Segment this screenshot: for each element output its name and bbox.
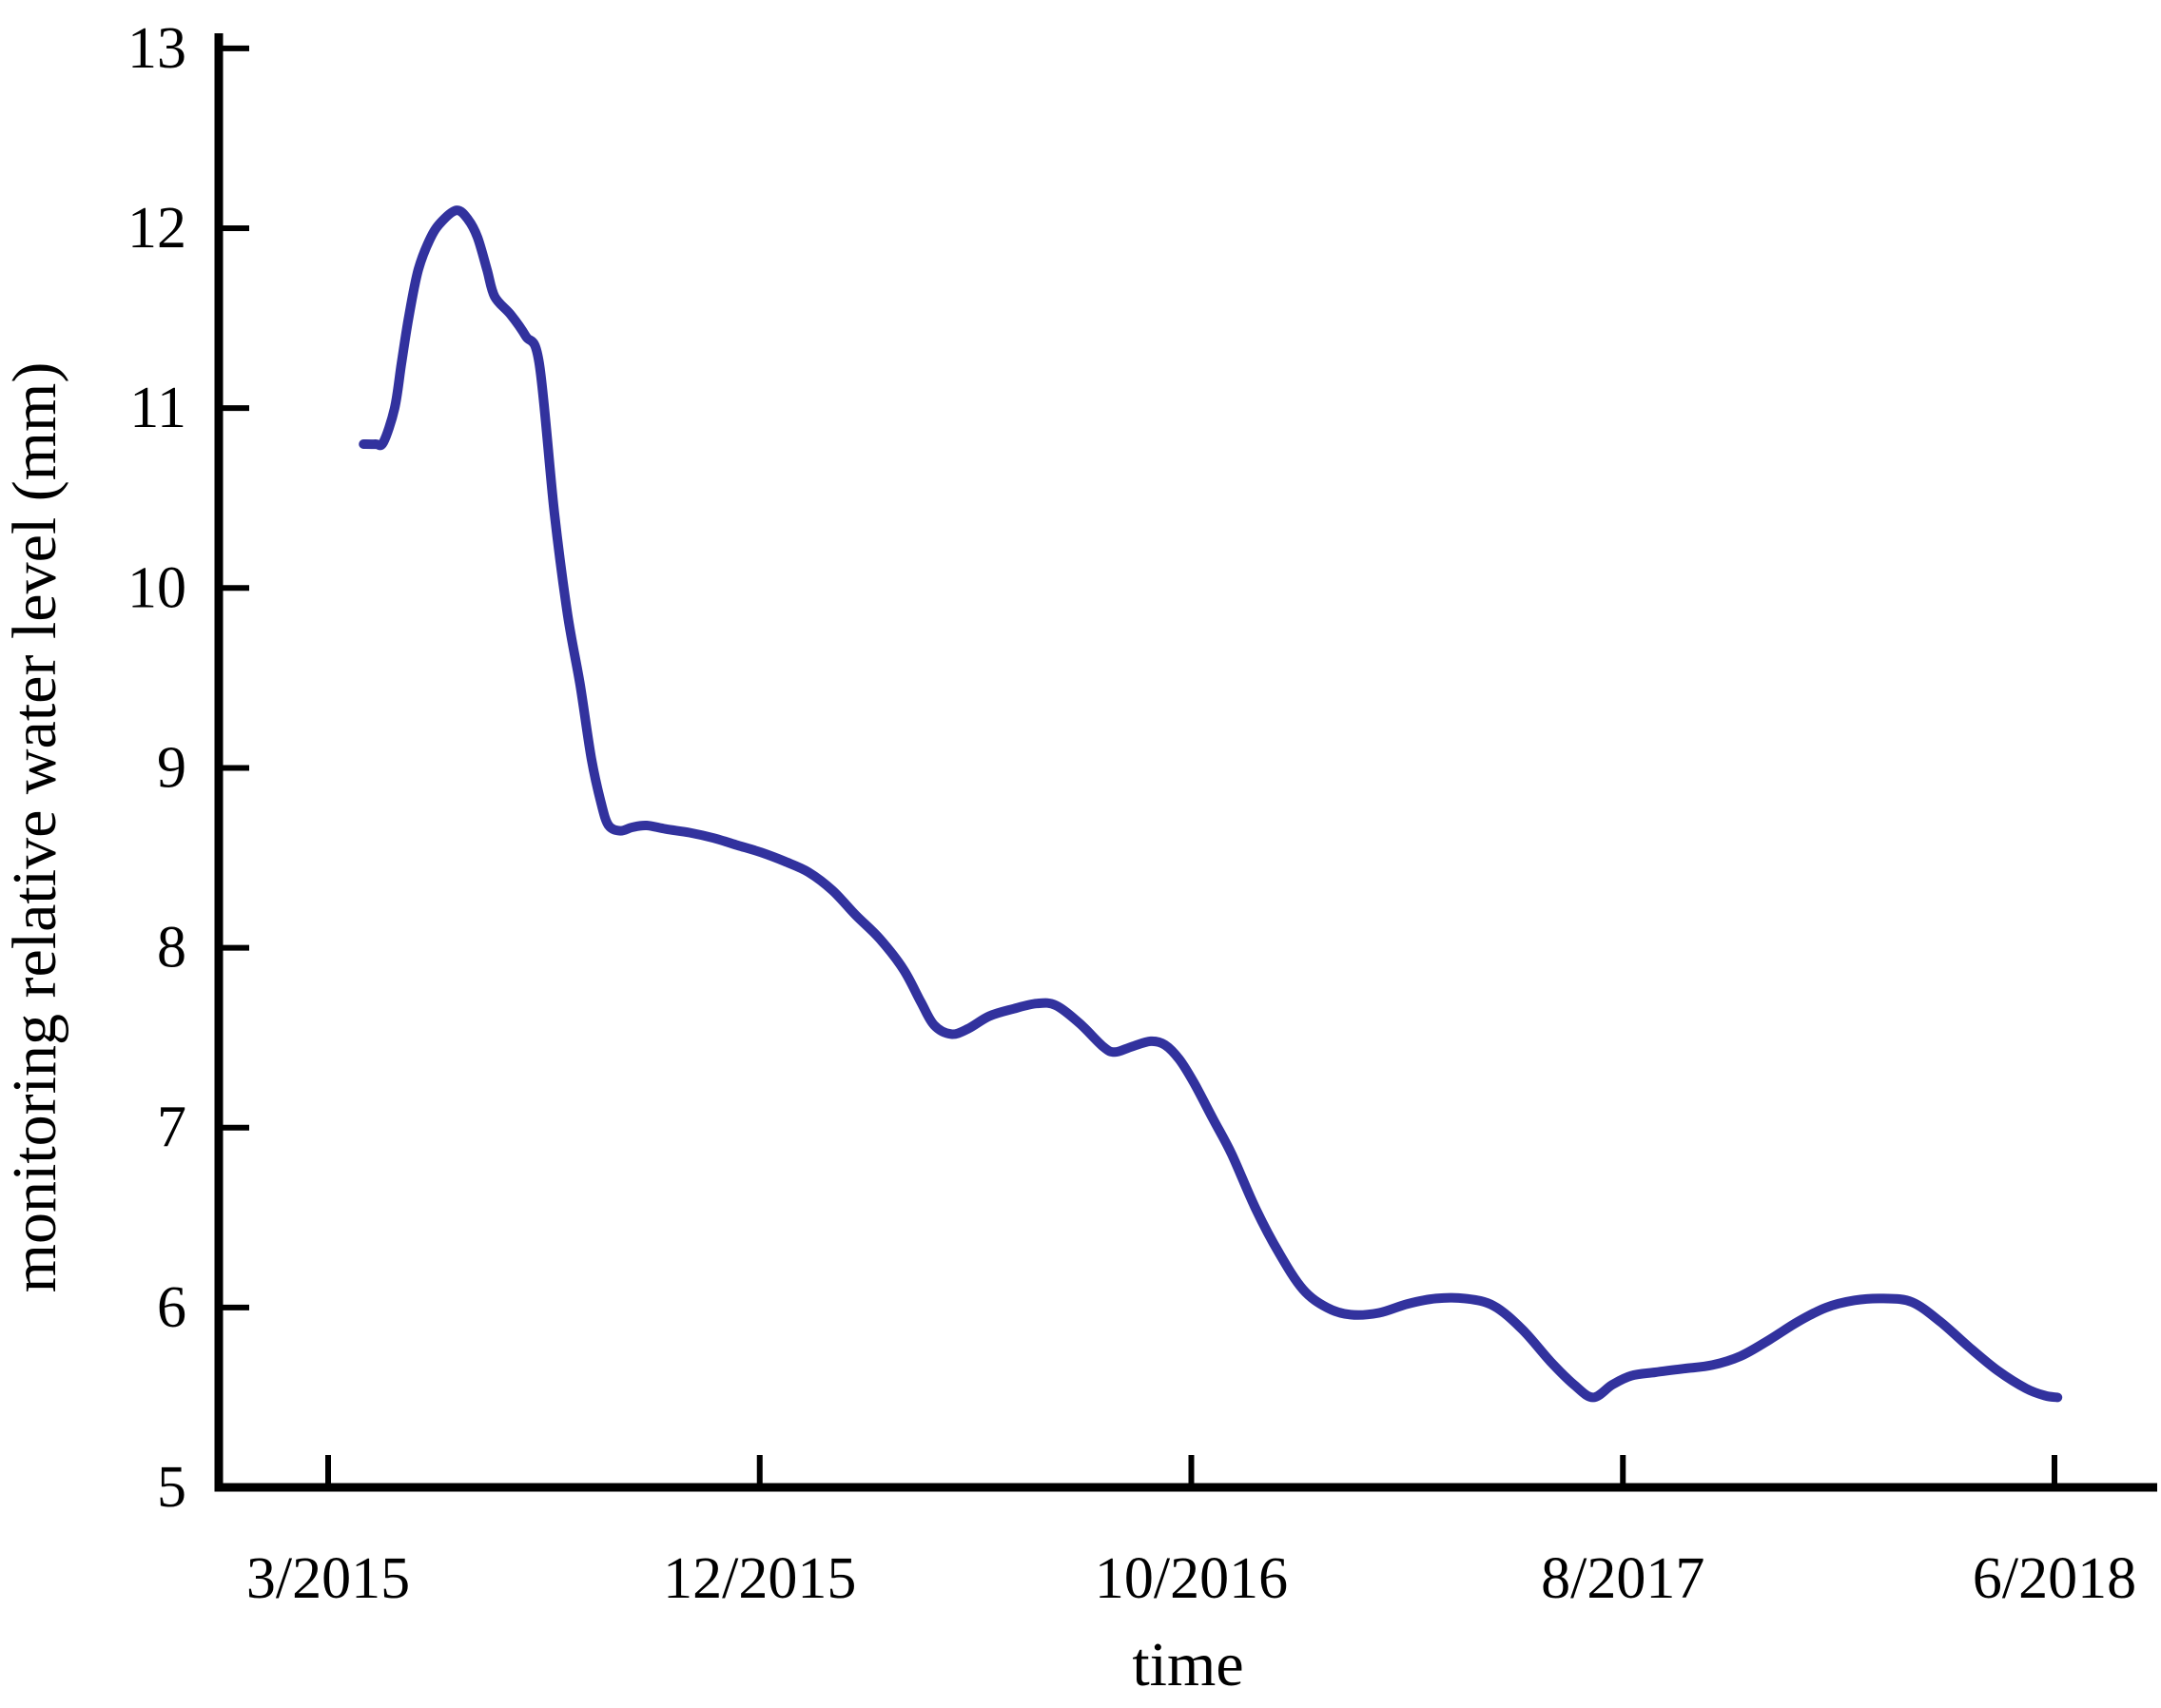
x-tick-label: 8/2017 xyxy=(1541,1546,1704,1611)
y-axis-ticks xyxy=(219,45,249,1310)
x-axis-title: time xyxy=(1132,1630,1243,1699)
y-tick-label: 8 xyxy=(157,916,186,980)
y-tick-label: 13 xyxy=(127,16,186,81)
y-tick-label: 12 xyxy=(127,196,186,261)
y-tick-label: 7 xyxy=(157,1096,186,1160)
y-tick-label: 11 xyxy=(129,376,186,440)
axes-lines xyxy=(214,33,2157,1492)
x-axis-tick-labels: 3/2015 12/2015 10/2016 8/2017 6/2018 xyxy=(246,1546,2136,1611)
water-level-line-series xyxy=(359,205,2063,1403)
x-tick-label: 3/2015 xyxy=(246,1546,410,1611)
y-tick-label: 9 xyxy=(157,735,186,800)
y-tick-label: 5 xyxy=(157,1455,186,1520)
x-tick-label: 6/2018 xyxy=(1973,1546,2136,1611)
x-tick-label: 12/2015 xyxy=(663,1546,856,1611)
y-axis-tick-labels: 13 12 11 10 9 8 7 6 5 xyxy=(127,16,186,1520)
x-axis-ticks xyxy=(325,1455,2057,1487)
y-tick-label: 6 xyxy=(157,1275,186,1340)
x-tick-label: 10/2016 xyxy=(1095,1546,1288,1611)
y-axis-title: monitoring relative water level (mm) xyxy=(0,362,69,1293)
y-tick-label: 10 xyxy=(127,555,186,620)
